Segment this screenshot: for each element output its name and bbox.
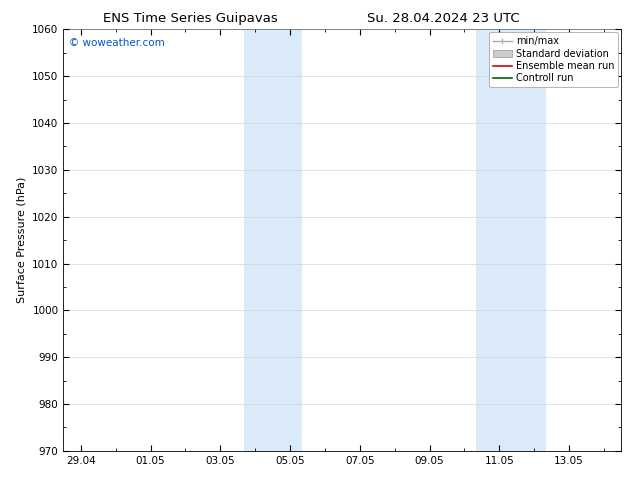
Text: © woweather.com: © woweather.com <box>69 38 165 48</box>
Bar <box>476 29 546 451</box>
Bar <box>243 29 302 451</box>
Legend: min/max, Standard deviation, Ensemble mean run, Controll run: min/max, Standard deviation, Ensemble me… <box>489 32 618 87</box>
Text: Su. 28.04.2024 23 UTC: Su. 28.04.2024 23 UTC <box>368 12 520 25</box>
Text: ENS Time Series Guipavas: ENS Time Series Guipavas <box>103 12 278 25</box>
Y-axis label: Surface Pressure (hPa): Surface Pressure (hPa) <box>16 177 27 303</box>
